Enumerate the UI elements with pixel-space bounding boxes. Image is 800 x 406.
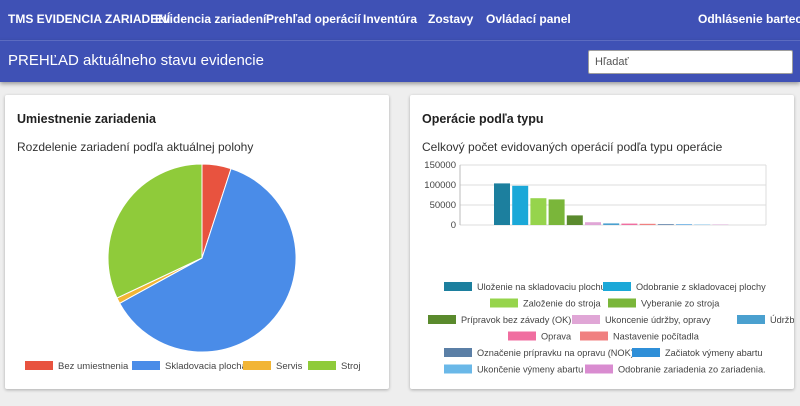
legend-swatch	[508, 331, 536, 341]
legend-label: Ukončenie výmeny abartu	[477, 365, 583, 375]
logout-link[interactable]: Odhlásenie bartech	[698, 12, 800, 26]
bar-ulozenie-na-skladovaciu-plochu[interactable]	[494, 183, 510, 225]
legend-label: Oprava	[541, 332, 572, 342]
bar-zalozenie-do-stroja[interactable]	[530, 198, 547, 225]
y-tick-label: 150000	[424, 160, 456, 171]
legend-label: Skladovacia plocha	[165, 361, 248, 372]
legend-swatch	[25, 361, 53, 370]
legend-swatch	[608, 298, 636, 308]
nav-inventura[interactable]: Inventúra	[363, 12, 418, 26]
brand-link[interactable]: TMS EVIDENCIA ZARIADENÍ	[8, 12, 171, 26]
legend-swatch	[308, 361, 336, 370]
legend-swatch	[603, 282, 631, 291]
legend-label: Odobranie z skladovacej plochy	[636, 282, 766, 292]
legend-swatch	[444, 364, 472, 374]
bar-oznacenie-pripravku-na-opravu-nok[interactable]	[657, 224, 674, 225]
bar-odobranie-z-skladovacej-plochy[interactable]	[512, 185, 529, 225]
legend-swatch	[572, 315, 600, 324]
bar-oprava[interactable]	[621, 223, 638, 225]
legend-label: Odobranie zariadenia zo zariadenia.	[618, 365, 766, 375]
legend-swatch	[444, 348, 472, 357]
legend-label: Údržba	[770, 315, 794, 325]
legend-label: Vyberanie zo stroja	[641, 299, 720, 309]
legend-swatch	[243, 361, 271, 370]
pie-slice-stroj[interactable]	[107, 163, 203, 299]
legend-label: Servis	[276, 361, 303, 372]
location-card: Umiestnenie zariadenia Rozdelenie zariad…	[5, 95, 389, 389]
nav-evidencia-zariadeni[interactable]: Evidencia zariadení	[155, 12, 267, 26]
top-navbar: TMS EVIDENCIA ZARIADENÍ Evidencia zariad…	[0, 0, 800, 40]
bar-zaciatok-vymeny-abartu[interactable]	[676, 224, 692, 225]
pie-slice-skladovacia-plocha[interactable]	[118, 167, 297, 353]
y-tick-label: 50000	[430, 200, 456, 211]
nav-ovladaci-panel[interactable]: Ovládací panel	[486, 12, 571, 26]
search-input[interactable]	[588, 50, 793, 74]
page-title: PREHĽAD aktuálneho stavu evidencie	[8, 52, 264, 69]
legend-label: Stroj	[341, 361, 361, 372]
nav-prehlad-operacii[interactable]: Prehľad operácií	[266, 12, 361, 26]
card-title: Operácie podľa typu	[422, 112, 544, 126]
legend-swatch	[490, 298, 518, 308]
bar-vyberanie-zo-stroja[interactable]	[548, 199, 565, 225]
legend-label: Začiatok výmeny abartu	[665, 348, 763, 358]
legend-swatch	[632, 348, 660, 357]
legend-label: Ukoncenie údržby, opravy	[605, 315, 711, 325]
page-header: PREHĽAD aktuálneho stavu evidencie	[0, 40, 800, 82]
card-title: Umiestnenie zariadenia	[17, 112, 156, 126]
operations-bar-chart: 0 50000 100000 150000 Uloženie na skladovaci…	[424, 160, 794, 375]
y-tick-label: 0	[451, 220, 456, 231]
legend-label: Založenie do stroja	[523, 299, 602, 309]
y-tick-label: 100000	[424, 180, 456, 191]
legend-label: Uloženie na skladovaciu plochu	[477, 282, 606, 292]
location-pie-chart: Bez umiestnenia Skladovacia plocha Servis S…	[25, 163, 361, 372]
legend-label: Bez umiestnenia	[58, 361, 129, 372]
legend-swatch	[580, 331, 608, 341]
legend-swatch	[444, 282, 472, 291]
legend-label: Označenie prípravku na opravu (NOK)	[477, 348, 634, 358]
nav-zostavy[interactable]: Zostavy	[428, 12, 474, 26]
legend-swatch	[737, 315, 765, 324]
bar-udrzba[interactable]	[603, 223, 620, 225]
legend-swatch	[132, 361, 160, 370]
bar-ukoncenie-udrzby-opravy[interactable]	[585, 222, 601, 225]
legend-label: Nastavenie počítadla	[613, 332, 700, 342]
legend-swatch	[585, 364, 613, 374]
card-subtitle: Celkový počet evidovaných operácií podľa…	[422, 140, 723, 154]
legend-swatch	[428, 315, 456, 324]
legend-label: Prípravok bez závady (OK).	[461, 315, 574, 325]
bar-pripravok-bez-zavady-ok[interactable]	[566, 215, 583, 225]
bar-nastavenie-pocitadla[interactable]	[639, 223, 656, 225]
operations-card: Operácie podľa typu Celkový počet evidov…	[410, 95, 794, 389]
card-subtitle: Rozdelenie zariadení podľa aktuálnej pol…	[17, 140, 254, 154]
